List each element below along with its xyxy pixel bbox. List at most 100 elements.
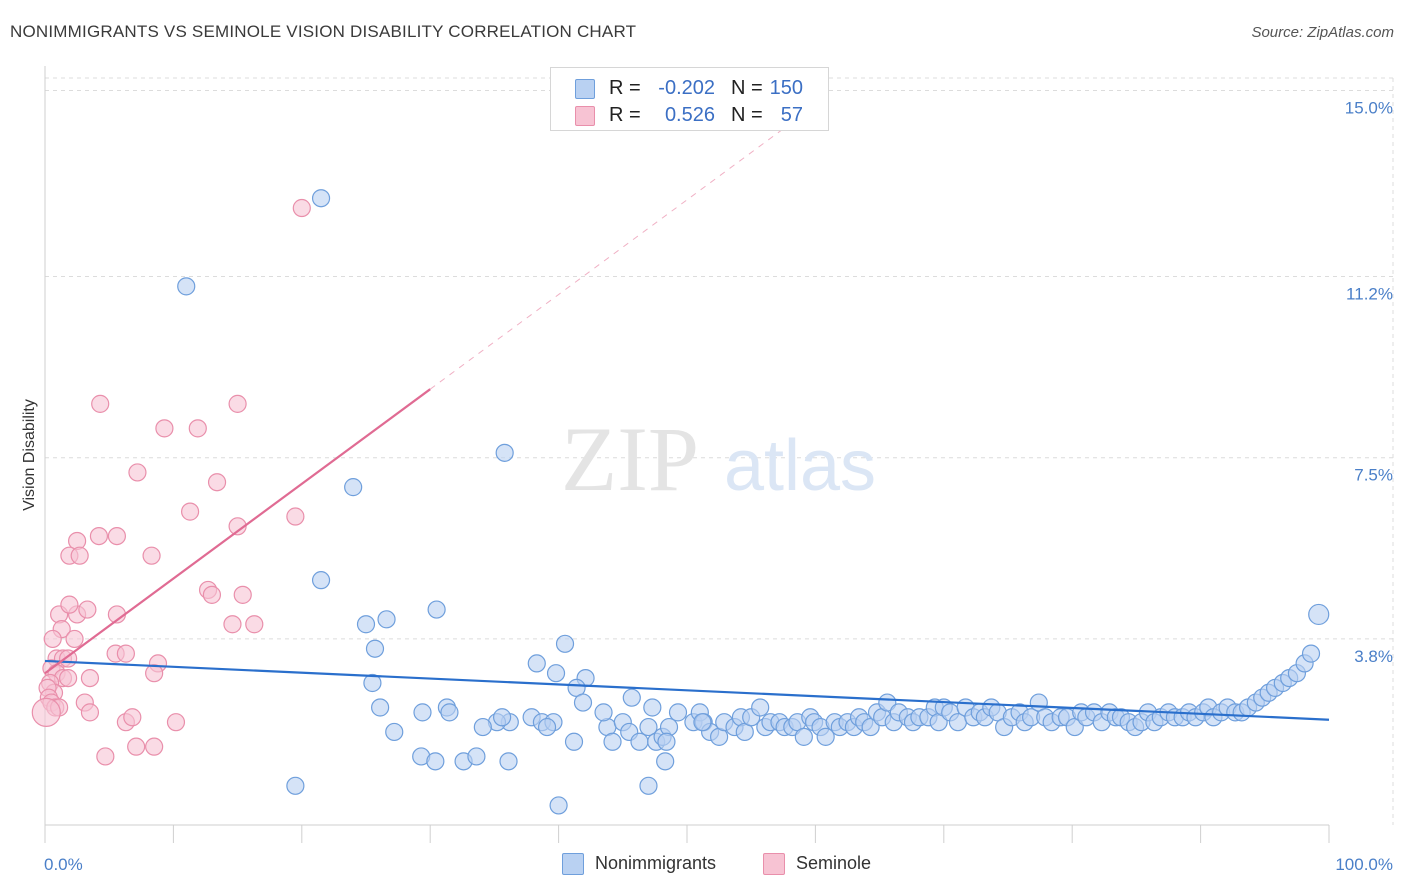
nonimmigrants-point — [311, 571, 331, 590]
seminole-point — [155, 419, 174, 438]
seminole-point — [245, 615, 264, 634]
bottom-legend-label: Nonimmigrants — [595, 853, 717, 873]
nonimmigrants-point — [659, 717, 679, 737]
nonimmigrants-point — [363, 673, 382, 693]
seminole-point — [145, 664, 164, 683]
nonimmigrants-point — [356, 615, 376, 634]
y-tick-label: 7.5% — [1354, 466, 1393, 485]
seminole-point — [91, 394, 110, 413]
nonimmigrants-point — [657, 732, 676, 751]
bottom-legend-swatch-pink — [763, 853, 785, 875]
nonimmigrants-point — [365, 639, 385, 658]
nonimmigrants-point — [794, 727, 813, 746]
legend-swatch-blue — [575, 79, 595, 99]
seminole-point — [166, 713, 186, 732]
seminole-point — [80, 668, 100, 688]
stats-legend: R = -0.202 N = 150 R = 0.526 N = 57 — [550, 67, 829, 131]
nonimmigrants-point — [549, 796, 568, 815]
seminole-point — [188, 419, 207, 438]
nonimmigrants-point — [751, 698, 770, 717]
seminole-point — [116, 644, 135, 663]
seminole-point — [142, 546, 161, 565]
seminole-point — [228, 517, 247, 536]
seminole-point — [65, 629, 84, 649]
legend-r-value: 0.526 — [664, 104, 715, 126]
nonimmigrants-point — [426, 752, 445, 771]
seminole-point — [107, 526, 127, 546]
nonimmigrants-point — [656, 752, 675, 771]
watermark: ZIP atlas — [561, 408, 876, 510]
y-tick-label: 15.0% — [1345, 98, 1393, 117]
watermark-zip: ZIP — [561, 408, 699, 510]
nonimmigrants-point — [499, 752, 518, 771]
nonimmigrants-point — [493, 708, 512, 727]
nonimmigrants-point — [371, 698, 390, 717]
nonimmigrants-point — [413, 703, 432, 722]
seminole-point — [127, 737, 146, 756]
nonimmigrants-point — [311, 189, 331, 208]
nonimmigrants-point — [385, 722, 404, 742]
seminole-point — [228, 394, 247, 413]
nonimmigrants-point — [473, 717, 492, 737]
seminole-point — [207, 473, 227, 492]
nonimmigrants-point — [555, 634, 575, 653]
nonimmigrants-point — [639, 776, 658, 795]
nonimmigrants-point — [622, 688, 641, 707]
nonimmigrants-point — [816, 727, 835, 746]
trend-lines — [44, 123, 1330, 721]
nonimmigrants-point — [427, 600, 446, 619]
seminole-point — [233, 585, 252, 604]
nonimmigrants-point — [594, 703, 613, 722]
nonimmigrants-point — [693, 713, 712, 732]
watermark-atlas: atlas — [724, 426, 876, 506]
seminole-point — [59, 668, 78, 688]
nonimmigrants-point — [603, 732, 622, 751]
seminole-trend-line — [44, 388, 431, 675]
legend-n-label: N = — [731, 104, 763, 126]
nonimmigrants-points — [177, 189, 1330, 815]
legend-n-label: N = — [731, 77, 763, 99]
seminole-point — [286, 507, 305, 526]
seminole-point — [80, 703, 100, 722]
nonimmigrants-point — [1308, 603, 1330, 626]
nonimmigrants-point — [344, 478, 363, 497]
nonimmigrants-point — [639, 717, 658, 737]
legend-r-label: R = — [609, 77, 641, 99]
nonimmigrants-point — [546, 664, 566, 683]
seminole-point — [43, 629, 62, 649]
seminole-point — [70, 546, 89, 565]
nonimmigrants-point — [1301, 644, 1321, 663]
legend-r-value: -0.202 — [658, 77, 715, 99]
seminole-trend-extension — [429, 123, 791, 390]
nonimmigrants-point — [668, 703, 688, 722]
legend-swatch-pink — [575, 106, 595, 126]
seminole-point — [292, 198, 311, 218]
source-label: Source: ZipAtlas.com — [1251, 24, 1394, 41]
nonimmigrants-point — [377, 610, 396, 629]
seminole-point — [180, 502, 200, 521]
nonimmigrants-point — [440, 703, 459, 722]
nonimmigrants-trend-line — [44, 659, 1330, 721]
nonimmigrants-point — [467, 747, 486, 766]
seminole-point — [128, 463, 147, 482]
seminole-point — [223, 615, 242, 634]
seminole-point — [78, 600, 97, 619]
bottom-legend-swatch-blue — [562, 853, 584, 875]
y-tick-label: 3.8% — [1354, 647, 1393, 666]
nonimmigrants-point — [286, 776, 305, 795]
nonimmigrants-point — [643, 698, 662, 717]
nonimmigrants-point — [573, 693, 593, 712]
legend-n-value: 57 — [780, 104, 803, 126]
x-tick-label: 100.0% — [1335, 855, 1393, 874]
seminole-point — [89, 526, 109, 546]
seminole-point — [202, 585, 222, 604]
legend-n-value: 150 — [769, 77, 803, 99]
bottom-legend-label: Seminole — [796, 853, 872, 873]
nonimmigrants-point — [177, 277, 196, 296]
legend-row-seminole: R = 0.526 N = 57 — [551, 102, 828, 128]
tick-labels: 3.8% 7.5% 11.2% 15.0% 0.0% 100.0% — [44, 98, 1393, 874]
seminole-point — [96, 747, 115, 766]
legend-row-nonimmigrants: R = -0.202 N = 150 — [551, 75, 828, 101]
nonimmigrants-point — [630, 732, 649, 751]
seminole-points — [31, 198, 311, 766]
